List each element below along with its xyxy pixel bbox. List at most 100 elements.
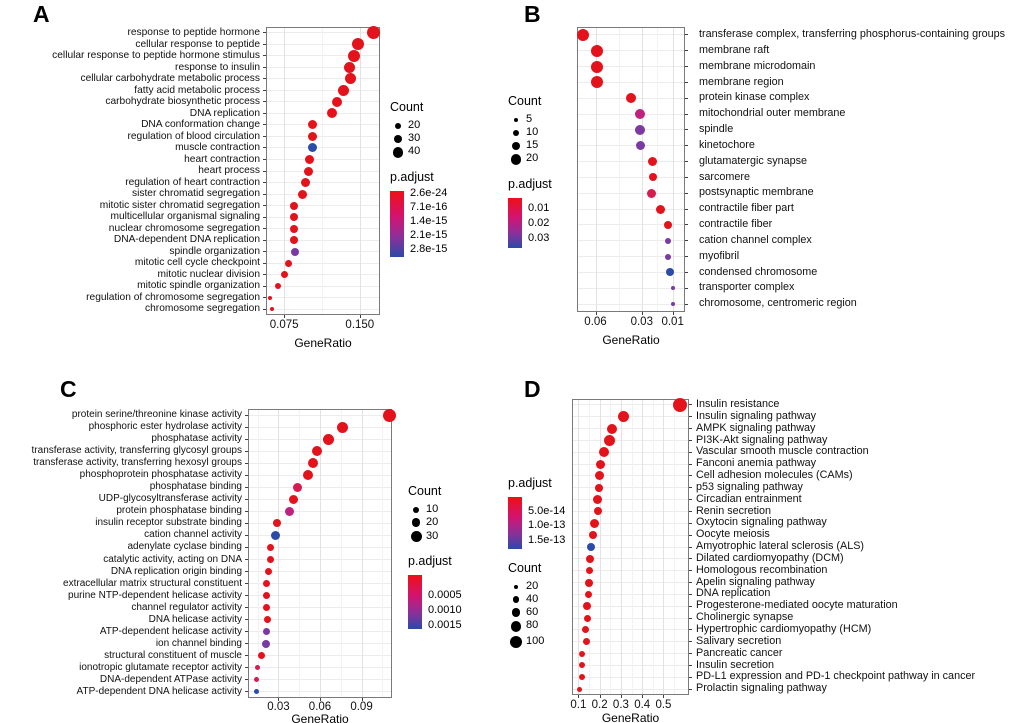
y-tick-mark: [263, 239, 266, 241]
term-label: catalytic activity, acting on DNA: [103, 553, 242, 565]
y-tick-mark: [685, 208, 688, 210]
plot-area: [577, 27, 685, 312]
term-label: chromosome segregation: [145, 303, 260, 315]
data-point: [591, 76, 604, 89]
gridline: [578, 256, 684, 258]
y-tick-mark: [685, 224, 688, 226]
y-tick-mark: [685, 34, 688, 36]
legend-count-dot: [509, 635, 523, 648]
y-tick-mark: [245, 414, 248, 416]
gridline: [652, 400, 654, 694]
y-tick-mark: [263, 205, 266, 207]
data-point: [579, 650, 586, 657]
y-tick-mark: [263, 308, 266, 310]
data-point: [293, 482, 303, 492]
data-point: [297, 189, 307, 199]
gridline: [663, 400, 665, 694]
term-label: DNA helicase activity: [148, 613, 242, 625]
y-tick-mark: [689, 570, 692, 572]
gridline: [361, 410, 363, 697]
gridline: [578, 113, 684, 115]
y-tick-mark: [263, 216, 266, 218]
gridline: [573, 428, 688, 430]
term-label: ionotropic glutamate receptor activity: [79, 661, 242, 673]
x-tick-mark: [361, 698, 363, 701]
gridline: [573, 546, 688, 548]
x-tick-label: 0.5: [655, 699, 672, 711]
legend-title-count: Count: [408, 484, 442, 498]
term-label: protein kinase complex: [699, 91, 810, 104]
padjust-scale-label: 0.01: [528, 201, 550, 214]
legend-count-label: 10: [526, 125, 539, 138]
gridline: [340, 410, 342, 697]
gridline: [578, 240, 684, 242]
data-point: [271, 530, 281, 540]
y-tick-mark: [245, 486, 248, 488]
data-point: [598, 447, 609, 458]
data-point: [576, 686, 582, 692]
gridline: [267, 285, 379, 287]
term-label: membrane region: [699, 75, 784, 88]
term-label: transferase activity, transferring glyco…: [31, 445, 242, 457]
x-axis-title: GeneRatio: [291, 712, 349, 723]
term-label: spindle: [699, 123, 734, 136]
y-tick-mark: [263, 251, 266, 253]
term-label: Oxytocin signaling pathway: [696, 516, 827, 529]
term-label: chromosome, centromeric region: [699, 297, 857, 310]
legend-count-label: 10: [426, 502, 439, 515]
data-point: [590, 518, 600, 528]
gridline: [267, 66, 379, 68]
gridline: [578, 192, 684, 194]
data-point: [326, 108, 337, 119]
term-label: DNA conformation change: [141, 119, 260, 131]
data-point: [591, 44, 604, 57]
gridline: [573, 570, 688, 572]
gridline: [267, 251, 379, 253]
y-tick-mark: [689, 688, 692, 690]
y-tick-mark: [689, 416, 692, 418]
term-label: carbohydrate biosynthetic process: [105, 96, 260, 108]
data-point: [290, 213, 299, 222]
term-label: heart process: [198, 165, 260, 177]
padjust-scale-label: 1.5e-13: [528, 533, 566, 546]
term-label: regulation of blood circulation: [127, 130, 260, 142]
gridline: [267, 239, 379, 241]
gridline: [672, 28, 674, 311]
data-point: [312, 446, 323, 457]
term-label: contractile fiber part: [699, 202, 794, 215]
data-point: [648, 157, 658, 167]
padjust-colorbar: [508, 497, 522, 549]
y-tick-mark: [689, 629, 692, 631]
y-tick-mark: [685, 97, 688, 99]
term-label: spindle organization: [169, 245, 260, 257]
term-label: sister chromatid segregation: [132, 188, 260, 200]
data-point: [670, 302, 675, 307]
padjust-scale-label: 1.0e-13: [528, 519, 566, 532]
y-tick-mark: [245, 619, 248, 621]
data-point: [290, 236, 299, 245]
gridline: [573, 499, 688, 501]
y-tick-mark: [685, 113, 688, 115]
data-point: [304, 154, 314, 164]
term-label: Circadian entrainment: [696, 492, 802, 505]
y-tick-mark: [689, 582, 692, 584]
gridline: [641, 28, 643, 311]
data-point: [347, 49, 360, 62]
term-label: cation channel complex: [699, 233, 812, 246]
legend-count-dot: [512, 141, 520, 150]
term-label: UDP-glycosyltransferase activity: [98, 493, 242, 505]
x-tick-label: 0.03: [267, 701, 290, 713]
gridline: [573, 629, 688, 631]
gridline: [573, 593, 688, 595]
y-tick-mark: [245, 426, 248, 428]
term-label: DNA replication: [696, 587, 771, 600]
y-tick-mark: [685, 161, 688, 163]
padjust-colorbar: [508, 197, 522, 248]
data-point: [593, 507, 602, 516]
data-point: [262, 580, 270, 588]
y-tick-mark: [263, 32, 266, 34]
y-tick-mark: [245, 655, 248, 657]
gridline: [595, 28, 597, 311]
